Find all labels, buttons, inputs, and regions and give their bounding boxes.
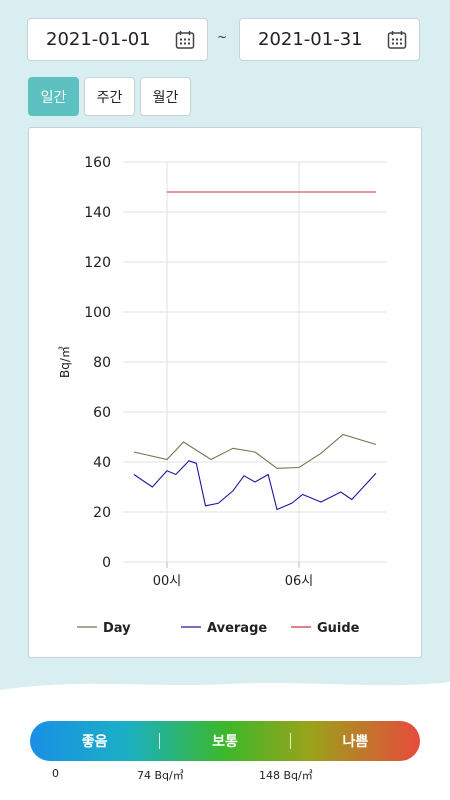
y-tick-label: 20 (93, 505, 111, 521)
start-date-value: 2021-01-01 (46, 29, 151, 50)
y-tick-label: 120 (84, 255, 111, 271)
y-tick-label: 0 (102, 555, 111, 571)
y-tick-label: 80 (93, 355, 111, 371)
threshold-74: 74 Bq/㎥ (137, 769, 184, 782)
start-date-field[interactable]: 2021-01-01 (27, 18, 208, 61)
radon-line-chart: 0 20 40 60 80 100 120 140 160 00시 06시 Bq/㎥ Day Averag… (58, 155, 387, 636)
end-date-field[interactable]: 2021-01-31 (239, 18, 420, 61)
scale-divider (159, 733, 161, 749)
threshold-0: 0 (52, 767, 59, 780)
legend-label-guide: Guide (317, 621, 360, 636)
scale-divider (289, 733, 291, 749)
end-date-value: 2021-01-31 (258, 29, 363, 50)
tab-monthly[interactable]: 월간 (140, 77, 191, 116)
chart-card: 0 20 40 60 80 100 120 140 160 00시 06시 Bq/㎥ Day Averag… (28, 127, 422, 658)
level-good-label: 좋음 (81, 734, 108, 750)
y-axis-label: Bq/㎥ (58, 346, 72, 378)
legend-label-average: Average (207, 621, 267, 636)
level-scale-bar: 좋음 보통 나쁨 (30, 721, 420, 761)
legend-label-day: Day (103, 621, 131, 636)
y-tick-label: 40 (93, 455, 111, 471)
calendar-icon[interactable] (387, 30, 407, 50)
x-tick-label: 00시 (153, 574, 182, 589)
tab-weekly[interactable]: 주간 (84, 77, 135, 116)
series-line-average (133, 460, 377, 511)
x-tick-label: 06시 (285, 574, 314, 589)
tab-daily[interactable]: 일간 (28, 77, 79, 116)
y-tick-label: 160 (84, 155, 111, 171)
y-tick-label: 60 (93, 405, 111, 421)
y-tick-label: 140 (84, 205, 111, 221)
threshold-148: 148 Bq/㎥ (259, 769, 313, 782)
level-normal-label: 보통 (212, 734, 238, 750)
calendar-icon[interactable] (175, 30, 195, 50)
y-tick-label: 100 (84, 305, 111, 321)
wave-divider (0, 682, 450, 720)
series-line-day (133, 433, 377, 469)
date-range-separator: ~ (217, 30, 228, 44)
level-bad-label: 나쁨 (342, 734, 369, 750)
